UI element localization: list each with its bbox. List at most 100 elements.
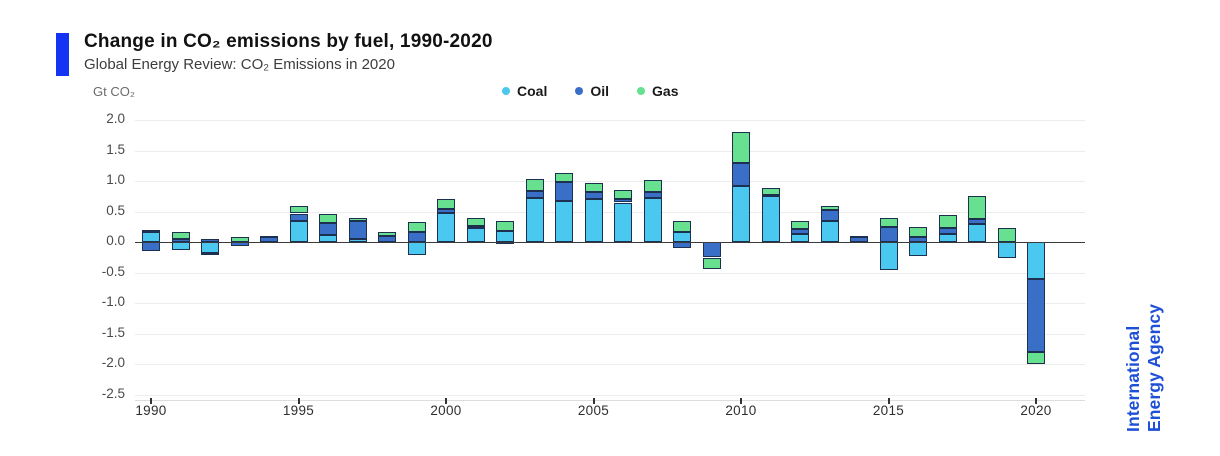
bar-segment-coal-1996 <box>319 234 337 243</box>
bar-segment-coal-2008 <box>673 231 691 243</box>
legend-label-coal: Coal <box>517 83 548 99</box>
bar-segment-oil-2001 <box>466 225 485 229</box>
bar-segment-gas-2002 <box>496 221 514 232</box>
legend-item-coal: Coal <box>502 83 547 99</box>
bar-segment-oil-2020 <box>1027 278 1045 353</box>
gridline <box>135 150 1085 152</box>
y-tick-label: 1.0 <box>106 172 125 188</box>
bar-segment-oil-1995 <box>289 213 308 221</box>
bar-segment-gas-1993 <box>230 237 249 243</box>
bar-segment-coal-1990 <box>142 232 160 243</box>
bar-segment-oil-2012 <box>791 228 809 234</box>
y-tick-label: 0.0 <box>106 233 125 249</box>
bar-segment-gas-2004 <box>555 172 573 183</box>
iea-logo-line1: International <box>1123 325 1143 432</box>
x-tick-label: 1990 <box>135 403 167 418</box>
bar-segment-oil-2017 <box>938 228 957 235</box>
chart-subtitle: Global Energy Review: CO₂ Emissions in 2… <box>84 56 395 73</box>
bar-segment-gas-2009 <box>702 257 721 269</box>
bar-segment-oil-2009 <box>702 242 721 258</box>
x-tick-mark <box>887 398 890 404</box>
x-tick-mark <box>1035 398 1037 404</box>
x-tick-mark <box>297 398 300 404</box>
gridline <box>135 272 1085 274</box>
bar-segment-oil-2007 <box>643 192 662 199</box>
legend-item-gas: Gas <box>637 83 678 99</box>
bar-segment-gas-1997 <box>348 218 367 221</box>
bar-segment-coal-2004 <box>555 200 573 243</box>
gridline <box>135 364 1085 366</box>
bar-segment-coal-1995 <box>289 220 308 243</box>
x-tick-label: 2015 <box>872 403 905 418</box>
x-tick-label: 2005 <box>577 403 610 418</box>
bar-segment-oil-2018 <box>968 219 986 224</box>
bar-segment-coal-2002 <box>496 231 514 243</box>
oil-dot-icon <box>575 87 584 95</box>
bar-segment-gas-2005 <box>584 182 603 193</box>
bar-segment-oil-1999 <box>407 231 426 243</box>
bar-segment-gas-2003 <box>525 179 544 191</box>
bar-segment-gas-1999 <box>407 222 426 232</box>
bar-segment-oil-2004 <box>555 182 573 201</box>
bar-segment-oil-1992 <box>201 238 219 243</box>
bar-segment-oil-2003 <box>525 190 544 199</box>
bar-segment-coal-2000 <box>437 212 455 243</box>
bar-segment-gas-2018 <box>968 196 986 219</box>
bar-segment-gas-2007 <box>643 179 662 193</box>
bar-segment-gas-1995 <box>289 205 308 214</box>
bar-segment-gas-1990 <box>142 230 160 233</box>
legend-item-oil: Oil <box>575 83 609 99</box>
bar-segment-oil-1994 <box>260 237 278 243</box>
bar-segment-coal-1992 <box>201 242 219 253</box>
bar-segment-coal-2007 <box>643 198 662 243</box>
bar-segment-gas-2001 <box>466 217 485 226</box>
bar-segment-oil-1998 <box>378 236 396 243</box>
x-tick-label: 1995 <box>282 403 315 418</box>
bar-segment-gas-1991 <box>171 231 190 240</box>
bar-segment-coal-2018 <box>968 223 986 243</box>
bar-segment-oil-2013 <box>820 209 839 221</box>
bar-segment-coal-2005 <box>584 199 603 243</box>
bar-segment-oil-2006 <box>614 198 632 203</box>
bar-segment-coal-1999 <box>407 242 426 256</box>
y-tick-label: 2.0 <box>106 111 125 126</box>
bar-segment-gas-1994 <box>260 235 278 238</box>
y-tick-label: 1.5 <box>106 141 125 157</box>
bar-segment-oil-1991 <box>171 239 190 243</box>
y-tick-label: -0.5 <box>101 263 125 279</box>
bar-segment-gas-2016 <box>909 226 927 237</box>
bar-segment-oil-1996 <box>319 223 337 235</box>
bar-segment-coal-2017 <box>938 234 957 243</box>
legend: Coal Oil Gas <box>502 83 678 99</box>
x-tick-mark <box>592 398 595 404</box>
bar-segment-coal-2003 <box>525 198 544 243</box>
legend-label-gas: Gas <box>652 83 679 99</box>
bar-segment-oil-2005 <box>584 192 603 200</box>
bar-segment-coal-2016 <box>909 242 927 257</box>
y-tick-label: -1.0 <box>101 294 125 310</box>
chart-title: Change in CO₂ emissions by fuel, 1990-20… <box>84 31 493 52</box>
bar-segment-gas-1996 <box>319 214 337 224</box>
y-tick-label: -1.5 <box>101 324 125 340</box>
legend-label-oil: Oil <box>590 83 610 99</box>
bar-segment-coal-1997 <box>348 239 367 243</box>
bar-segment-oil-2000 <box>437 208 455 213</box>
bar-segment-gas-2011 <box>761 188 780 195</box>
bar-segment-gas-2019 <box>997 227 1016 243</box>
bar-segment-oil-2010 <box>732 162 750 186</box>
bar-segment-oil-2015 <box>879 226 898 243</box>
x-tick-mark <box>150 398 152 404</box>
bar-segment-gas-2017 <box>938 214 957 229</box>
bar-segment-gas-2012 <box>791 220 809 229</box>
bar-segment-oil-2011 <box>761 194 780 197</box>
bar-segment-oil-1990 <box>142 242 160 252</box>
bar-segment-gas-2000 <box>437 198 455 209</box>
bar-segment-coal-1991 <box>171 242 190 250</box>
bar-segment-coal-2011 <box>761 196 780 243</box>
bar-segment-oil-2016 <box>909 236 927 243</box>
iea-logo: International Energy Agency <box>1123 272 1167 432</box>
bar-segment-gas-2008 <box>673 220 691 232</box>
bar-segment-gas-2010 <box>732 132 750 163</box>
gas-dot-icon <box>637 87 646 95</box>
bar-segment-coal-2001 <box>466 228 485 243</box>
